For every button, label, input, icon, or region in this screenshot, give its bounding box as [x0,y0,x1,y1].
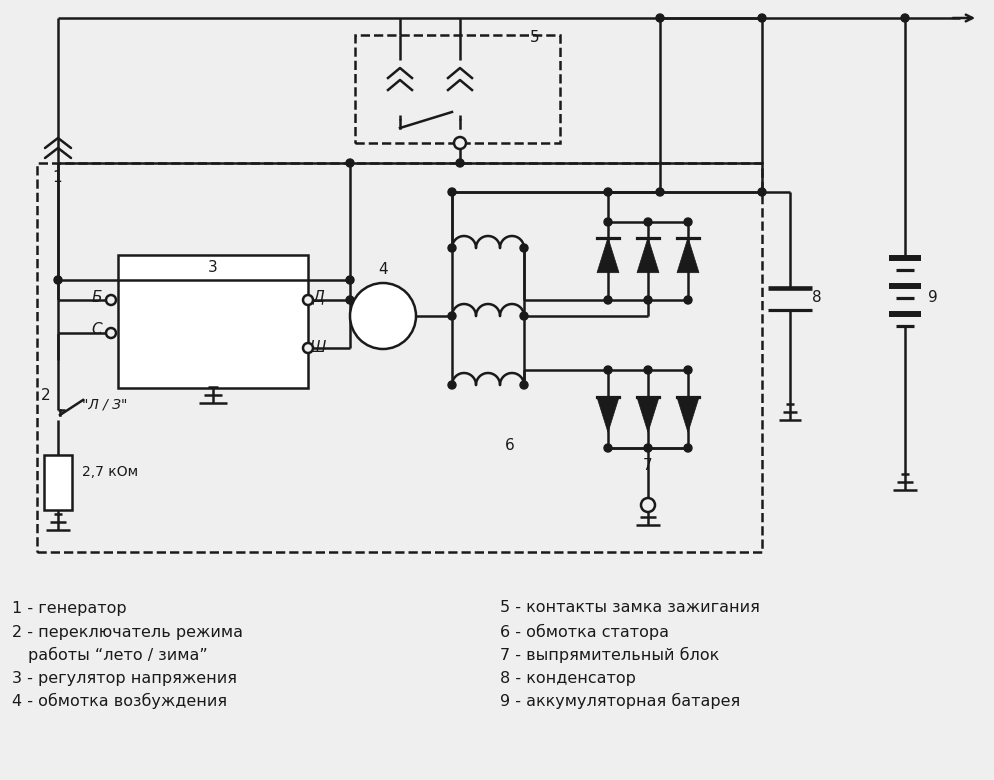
Text: работы “лето / зима”: работы “лето / зима” [28,647,208,663]
Circle shape [604,444,612,452]
Text: 5: 5 [530,30,540,45]
Circle shape [106,328,116,338]
Text: 2,7 кОм: 2,7 кОм [82,465,138,479]
Circle shape [684,366,692,374]
Circle shape [604,366,612,374]
Circle shape [604,188,612,196]
Text: 5 - контакты замка зажигания: 5 - контакты замка зажигания [500,601,759,615]
Circle shape [448,188,456,196]
Polygon shape [637,238,659,273]
Text: 7 - выпрямительный блок: 7 - выпрямительный блок [500,647,720,663]
Polygon shape [597,238,619,273]
Circle shape [656,188,664,196]
Text: 9 - аккумуляторная батарея: 9 - аккумуляторная батарея [500,693,741,709]
Polygon shape [677,397,699,432]
Circle shape [346,296,354,304]
Bar [355,35,560,143]
Text: 4: 4 [378,263,388,278]
Circle shape [684,296,692,304]
Bar [37,163,762,552]
Circle shape [758,14,766,22]
Text: Ш: Ш [310,341,326,356]
Text: 2 - переключатель режима: 2 - переключатель режима [12,625,243,640]
Bar [118,255,308,388]
Text: 9: 9 [928,290,937,306]
Text: 2: 2 [41,388,50,402]
Text: Д: Д [312,289,324,304]
Circle shape [520,381,528,389]
Polygon shape [637,397,659,432]
Circle shape [346,159,354,167]
Circle shape [346,276,354,284]
Circle shape [758,188,766,196]
Circle shape [604,218,612,226]
Text: 1 - генератор: 1 - генератор [12,601,126,615]
Circle shape [684,218,692,226]
Text: 6: 6 [505,438,515,452]
Circle shape [644,366,652,374]
Text: Б: Б [91,289,102,304]
Circle shape [656,14,664,22]
Circle shape [454,137,466,149]
Text: 8 - конденсатор: 8 - конденсатор [500,671,636,686]
Circle shape [901,14,909,22]
Circle shape [641,498,655,512]
Circle shape [644,218,652,226]
Circle shape [644,296,652,304]
Circle shape [54,276,62,284]
Circle shape [448,312,456,320]
Polygon shape [677,238,699,273]
Text: "Л / З": "Л / З" [82,398,127,412]
Text: 6 - обмотка статора: 6 - обмотка статора [500,624,669,640]
Text: 4 - обмотка возбуждения: 4 - обмотка возбуждения [12,693,227,709]
Circle shape [684,444,692,452]
Text: 1: 1 [52,171,62,186]
Circle shape [350,283,416,349]
Bar [44,455,72,510]
Circle shape [303,343,313,353]
Text: 7: 7 [643,459,653,473]
Text: 3: 3 [208,261,218,275]
Text: С: С [91,322,102,338]
Circle shape [604,296,612,304]
Circle shape [106,295,116,305]
Circle shape [520,244,528,252]
Polygon shape [597,397,619,432]
Circle shape [644,444,652,452]
Circle shape [448,244,456,252]
Circle shape [520,312,528,320]
Text: 3 - регулятор напряжения: 3 - регулятор напряжения [12,671,237,686]
Circle shape [303,295,313,305]
Text: 8: 8 [812,290,822,306]
Circle shape [448,381,456,389]
Circle shape [456,159,464,167]
